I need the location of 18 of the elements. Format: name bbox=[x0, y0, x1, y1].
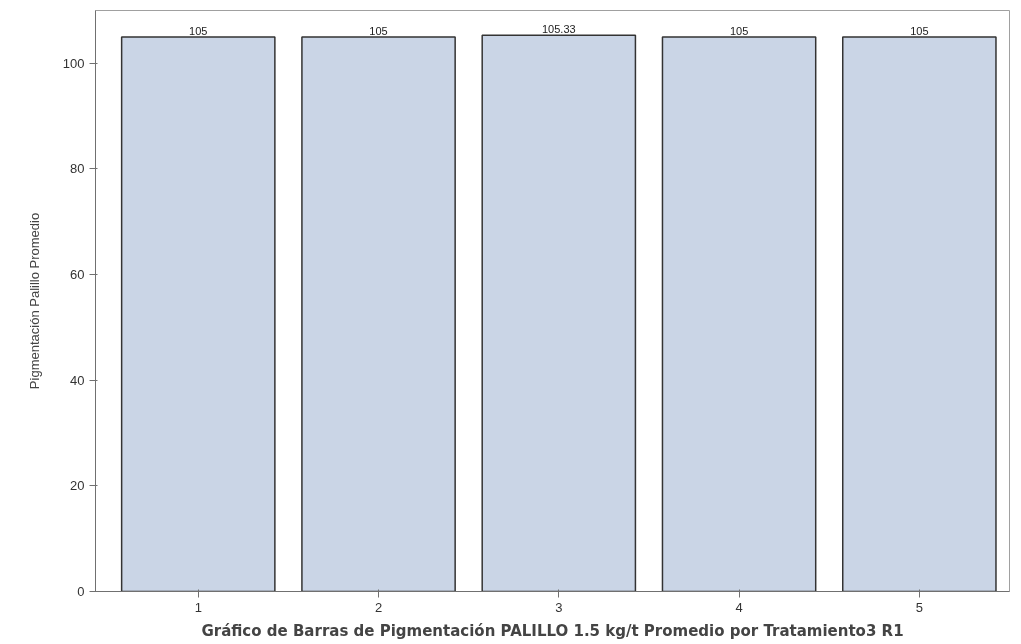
y-tick-label: 0 bbox=[77, 584, 85, 599]
data-label: 105 bbox=[729, 24, 749, 37]
x-tick-label: 1 bbox=[194, 599, 202, 615]
x-tick-label: 3 bbox=[555, 599, 563, 615]
data-label: 105.33 bbox=[541, 23, 576, 36]
y-tick-label: 40 bbox=[70, 372, 85, 388]
y-tick-label: 60 bbox=[70, 267, 85, 283]
y-axis-title: Pigmentación Palillo Promedio bbox=[26, 212, 42, 390]
y-tick-label: 80 bbox=[70, 161, 85, 177]
x-tick-label: 4 bbox=[735, 599, 743, 615]
y-tick-label: 100 bbox=[62, 55, 85, 71]
text: Gráfico de Barras de Pigmentación PALILLO 1.5 kg/t Promedio por Tratamiento3 R1 bbox=[201, 621, 904, 640]
data-label: 105 bbox=[910, 24, 929, 37]
y-tick-label: 20 bbox=[70, 478, 85, 494]
x-tick-label: 5 bbox=[915, 599, 923, 615]
x-tick-label: 2 bbox=[374, 599, 383, 615]
data-label: 105 bbox=[369, 24, 388, 37]
data-label: 105 bbox=[189, 24, 208, 37]
